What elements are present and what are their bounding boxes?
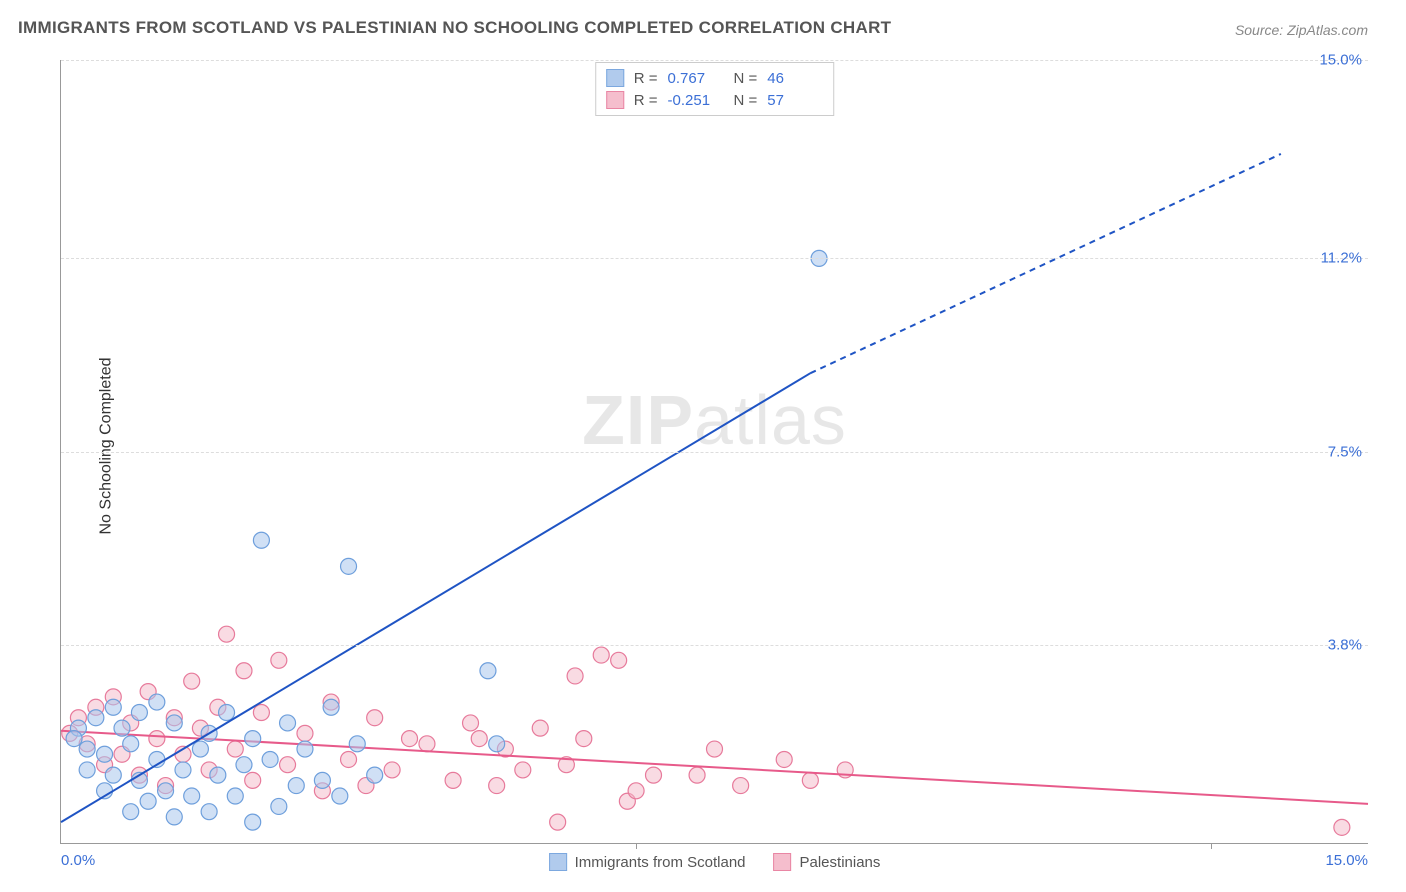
data-point bbox=[253, 705, 269, 721]
data-point bbox=[236, 663, 252, 679]
gridline bbox=[61, 452, 1368, 453]
data-point bbox=[158, 783, 174, 799]
data-point bbox=[297, 725, 313, 741]
data-point bbox=[515, 762, 531, 778]
trendline-extrapolated bbox=[810, 154, 1281, 373]
data-point bbox=[79, 741, 95, 757]
legend-item-series2: Palestinians bbox=[774, 853, 881, 871]
data-point bbox=[271, 652, 287, 668]
data-point bbox=[201, 804, 217, 820]
trendline bbox=[61, 373, 810, 822]
data-point bbox=[471, 731, 487, 747]
legend-swatch-series2-b bbox=[774, 853, 792, 871]
data-point bbox=[114, 720, 130, 736]
data-point bbox=[131, 705, 147, 721]
data-point bbox=[123, 804, 139, 820]
data-point bbox=[227, 741, 243, 757]
data-point bbox=[550, 814, 566, 830]
data-point bbox=[88, 710, 104, 726]
x-tickmark bbox=[1211, 843, 1212, 849]
legend-item-series1: Immigrants from Scotland bbox=[549, 853, 746, 871]
data-point bbox=[349, 736, 365, 752]
data-point bbox=[227, 788, 243, 804]
x-tickmark bbox=[636, 843, 637, 849]
data-point bbox=[288, 778, 304, 794]
data-point bbox=[245, 731, 261, 747]
data-point bbox=[280, 757, 296, 773]
data-point bbox=[341, 558, 357, 574]
data-point bbox=[97, 746, 113, 762]
x-axis-min-label: 0.0% bbox=[61, 852, 95, 869]
data-point bbox=[776, 751, 792, 767]
series-legend: Immigrants from Scotland Palestinians bbox=[549, 853, 881, 871]
data-point bbox=[323, 699, 339, 715]
data-point bbox=[66, 731, 82, 747]
legend-swatch-series1-b bbox=[549, 853, 567, 871]
data-point bbox=[567, 668, 583, 684]
data-point bbox=[236, 757, 252, 773]
data-point bbox=[192, 741, 208, 757]
y-tick-label: 15.0% bbox=[1319, 52, 1362, 69]
data-point bbox=[802, 772, 818, 788]
data-point bbox=[402, 731, 418, 747]
data-point bbox=[646, 767, 662, 783]
data-point bbox=[219, 705, 235, 721]
data-point bbox=[184, 673, 200, 689]
chart-plot-area: ZIPatlas R = 0.767 N = 46 R = -0.251 N =… bbox=[60, 60, 1368, 844]
data-point bbox=[367, 710, 383, 726]
data-point bbox=[149, 694, 165, 710]
y-tick-label: 7.5% bbox=[1328, 443, 1362, 460]
data-point bbox=[611, 652, 627, 668]
data-point bbox=[576, 731, 592, 747]
data-point bbox=[166, 715, 182, 731]
data-point bbox=[140, 793, 156, 809]
data-point bbox=[367, 767, 383, 783]
data-point bbox=[184, 788, 200, 804]
data-point bbox=[532, 720, 548, 736]
data-point bbox=[245, 772, 261, 788]
data-point bbox=[707, 741, 723, 757]
data-point bbox=[210, 767, 226, 783]
data-point bbox=[628, 783, 644, 799]
data-point bbox=[105, 767, 121, 783]
data-point bbox=[123, 736, 139, 752]
data-point bbox=[166, 809, 182, 825]
x-axis-max-label: 15.0% bbox=[1325, 852, 1368, 869]
legend-label-series2: Palestinians bbox=[800, 854, 881, 871]
gridline bbox=[61, 258, 1368, 259]
data-point bbox=[489, 736, 505, 752]
data-point bbox=[297, 741, 313, 757]
gridline bbox=[61, 645, 1368, 646]
data-point bbox=[271, 798, 287, 814]
data-point bbox=[280, 715, 296, 731]
data-point bbox=[341, 751, 357, 767]
data-point bbox=[1334, 819, 1350, 835]
chart-title: IMMIGRANTS FROM SCOTLAND VS PALESTINIAN … bbox=[18, 18, 891, 38]
data-point bbox=[463, 715, 479, 731]
data-point bbox=[219, 626, 235, 642]
y-tick-label: 11.2% bbox=[1321, 250, 1362, 267]
data-point bbox=[79, 762, 95, 778]
data-point bbox=[733, 778, 749, 794]
data-point bbox=[332, 788, 348, 804]
data-point bbox=[262, 751, 278, 767]
y-tick-label: 3.8% bbox=[1328, 636, 1362, 653]
data-point bbox=[489, 778, 505, 794]
data-point bbox=[314, 772, 330, 788]
source-attribution: Source: ZipAtlas.com bbox=[1235, 22, 1368, 38]
gridline bbox=[61, 60, 1368, 61]
data-point bbox=[105, 699, 121, 715]
data-point bbox=[480, 663, 496, 679]
data-point bbox=[149, 731, 165, 747]
data-point bbox=[445, 772, 461, 788]
data-point bbox=[253, 532, 269, 548]
data-point bbox=[175, 762, 191, 778]
data-point bbox=[419, 736, 435, 752]
legend-label-series1: Immigrants from Scotland bbox=[575, 854, 746, 871]
data-point bbox=[689, 767, 705, 783]
data-point bbox=[384, 762, 400, 778]
data-point bbox=[245, 814, 261, 830]
data-point bbox=[593, 647, 609, 663]
